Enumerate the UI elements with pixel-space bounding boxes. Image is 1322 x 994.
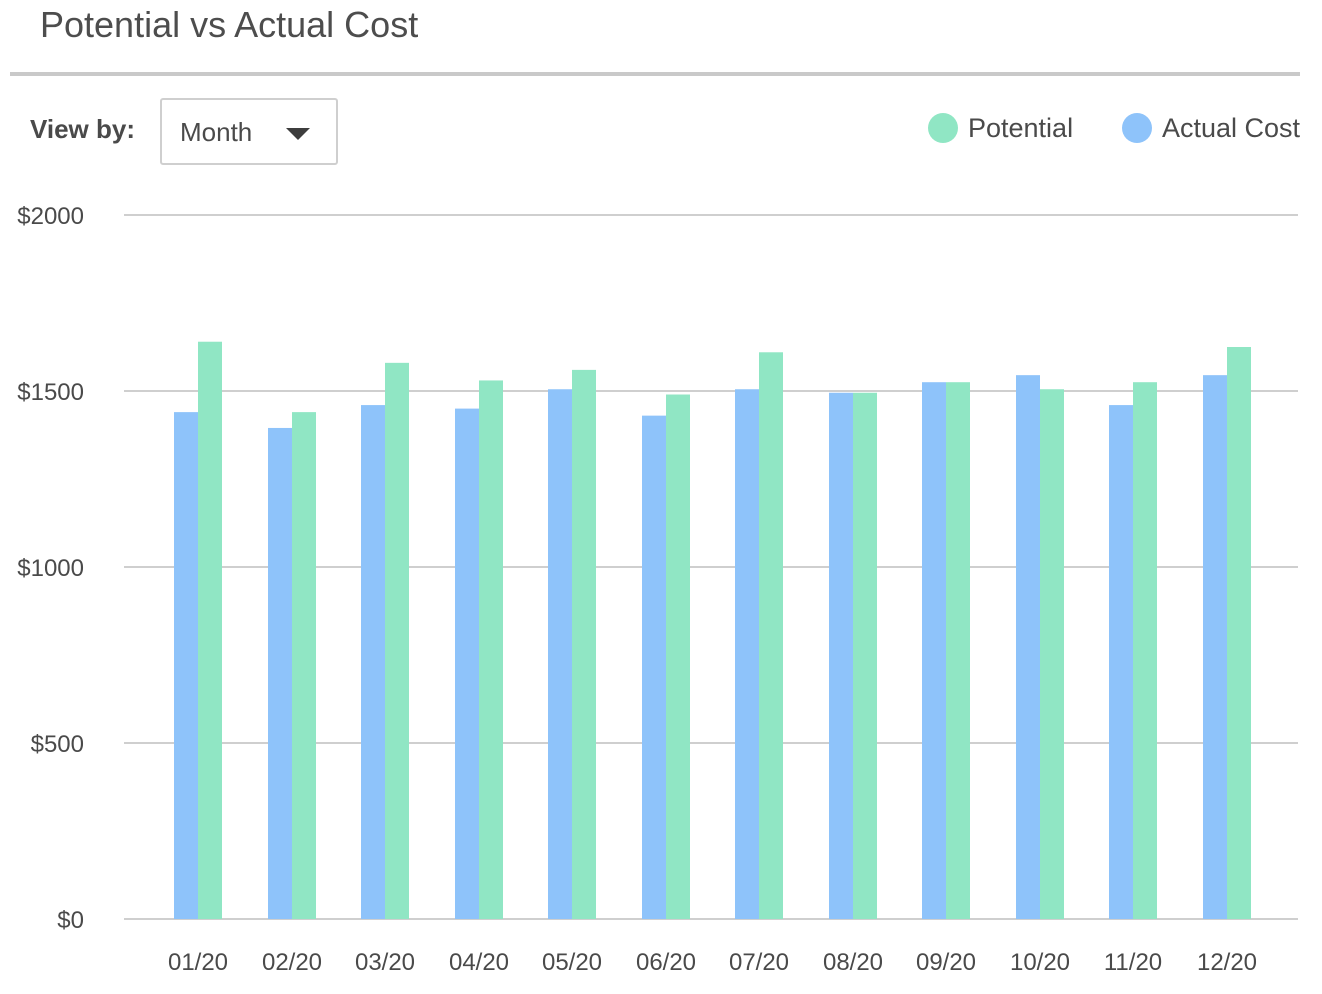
x-tick-label: 05/20 xyxy=(542,949,602,976)
x-tick-label: 02/20 xyxy=(262,949,322,976)
x-tick-label: 06/20 xyxy=(636,949,696,976)
bar-actual-cost-03-20 xyxy=(361,405,385,920)
x-tick-label: 12/20 xyxy=(1197,949,1257,976)
view-by-selected-value: Month xyxy=(180,117,253,147)
view-by-dropdown[interactable]: Month xyxy=(160,98,338,165)
bar-potential-01-20 xyxy=(198,341,222,920)
bar-actual-cost-10-20 xyxy=(1016,375,1040,919)
bar-potential-07-20 xyxy=(759,352,783,919)
y-tick-label: $1500 xyxy=(17,379,84,406)
x-tick-label: 09/20 xyxy=(916,949,976,976)
legend-label-potential: Potential xyxy=(968,112,1074,143)
bar-actual-cost-12-20 xyxy=(1203,375,1227,919)
x-tick-label: 10/20 xyxy=(1010,949,1070,976)
bar-potential-02-20 xyxy=(292,412,316,919)
legend-item-potential[interactable]: Potential xyxy=(928,110,1073,146)
bar-potential-03-20 xyxy=(385,362,409,920)
bar-actual-cost-09-20 xyxy=(922,382,946,919)
title-divider xyxy=(10,72,1300,76)
y-tick-label: $1000 xyxy=(17,555,84,582)
chevron-down-icon xyxy=(286,128,310,140)
bar-potential-04-20 xyxy=(479,380,503,919)
bar-actual-cost-07-20 xyxy=(735,389,759,919)
bar-actual-cost-06-20 xyxy=(642,415,666,919)
y-tick-label: $500 xyxy=(31,731,84,758)
x-tick-label: 04/20 xyxy=(449,949,509,976)
bar-actual-cost-04-20 xyxy=(455,408,479,919)
x-tick-label: 07/20 xyxy=(729,949,789,976)
x-tick-label: 08/20 xyxy=(823,949,883,976)
x-tick-label: 11/20 xyxy=(1104,949,1162,976)
chart-title: Potential vs Actual Cost xyxy=(40,4,419,45)
bar-actual-cost-02-20 xyxy=(268,427,292,919)
bar-potential-09-20 xyxy=(946,382,970,919)
y-tick-label: $2000 xyxy=(17,203,84,230)
bar-actual-cost-08-20 xyxy=(829,392,853,919)
bar-potential-08-20 xyxy=(853,392,877,919)
bar-potential-10-20 xyxy=(1040,389,1064,919)
bar-actual-cost-11-20 xyxy=(1109,405,1133,920)
bar-actual-cost-05-20 xyxy=(548,389,572,919)
legend-item-actual-cost[interactable]: Actual Cost xyxy=(1122,110,1300,146)
potential-swatch-icon xyxy=(928,113,958,143)
view-by-label: View by: xyxy=(30,114,136,144)
legend-label-actual-cost: Actual Cost xyxy=(1162,112,1301,143)
x-tick-label: 01/20 xyxy=(168,949,228,976)
bar-potential-12-20 xyxy=(1227,347,1251,919)
y-tick-label: $0 xyxy=(57,907,84,934)
bar-potential-11-20 xyxy=(1133,382,1157,919)
bar-actual-cost-01-20 xyxy=(174,412,198,919)
actual-cost-swatch-icon xyxy=(1122,113,1152,143)
bar-potential-06-20 xyxy=(666,394,690,919)
x-tick-label: 03/20 xyxy=(355,949,415,976)
bar-potential-05-20 xyxy=(572,369,596,919)
